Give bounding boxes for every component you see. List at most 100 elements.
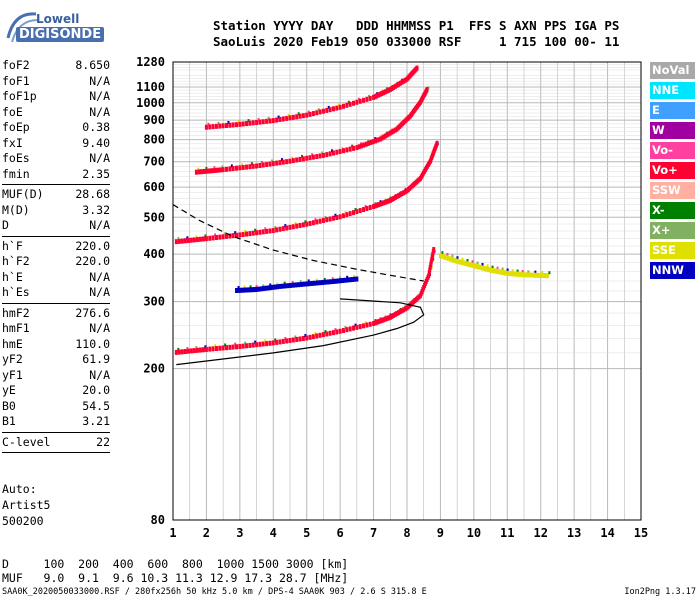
trace-point — [261, 229, 265, 235]
trace-point — [298, 336, 302, 342]
trace-point — [541, 270, 544, 274]
trace-point — [195, 237, 199, 243]
trace-point — [387, 87, 391, 93]
param-row: h`F 220.0 — [2, 239, 110, 255]
trace-point — [400, 79, 404, 85]
trace-point — [429, 262, 433, 268]
param-key: hmF1 — [2, 321, 30, 335]
trace-point — [360, 143, 364, 149]
trace-point — [174, 239, 178, 245]
param-row: B0 54.5 — [2, 399, 110, 415]
trace-point — [288, 224, 292, 230]
trace-point — [291, 224, 295, 230]
y-tick-label: 400 — [143, 247, 165, 261]
trace-point — [325, 331, 329, 337]
trace-point — [505, 270, 509, 276]
trace-point — [248, 164, 252, 170]
trace-point — [214, 123, 218, 129]
trace-point — [397, 81, 401, 87]
trace-point — [373, 203, 377, 209]
version-label: Ion2Png 1.3.17 — [624, 587, 696, 597]
trace-point — [521, 269, 524, 273]
logo-line1: Lowell — [36, 12, 80, 26]
trace-point — [335, 215, 339, 221]
trace-point — [208, 235, 212, 241]
trace-point — [248, 342, 252, 348]
trace-point — [278, 339, 282, 345]
trace-point — [189, 237, 193, 243]
trace-point — [395, 311, 399, 317]
trace-point — [485, 266, 489, 272]
y-tick-label: 80 — [151, 513, 165, 527]
trace-point — [285, 338, 289, 344]
trace-point — [253, 287, 257, 293]
distance-muf-table: D 100 200 400 600 800 1000 1500 3000 [km… — [2, 557, 348, 585]
trace-point — [248, 120, 252, 126]
trace-point — [251, 230, 255, 236]
artist-line3: 500200 — [2, 514, 44, 528]
trace-point — [352, 100, 356, 106]
param-separator — [2, 184, 110, 185]
trace-point — [338, 148, 342, 154]
trace-point — [251, 163, 255, 169]
trace-point — [271, 340, 275, 346]
trace-point — [221, 165, 224, 169]
trace-point — [534, 270, 537, 274]
trace-point — [281, 116, 285, 122]
trace-o-trace-2nd-hop — [174, 140, 439, 245]
trace-point — [308, 220, 312, 226]
trace-o-trace-1st-hop — [174, 247, 436, 355]
trace-point — [355, 324, 359, 330]
trace-point — [520, 272, 524, 278]
param-row: foF2 8.650 — [2, 58, 110, 74]
trace-point — [238, 232, 242, 238]
trace-point — [345, 147, 349, 153]
trace-point — [402, 307, 406, 313]
trace-point — [382, 134, 386, 140]
trace-point — [247, 287, 251, 293]
y-tick-label: 1280 — [136, 55, 165, 69]
trace-point — [255, 230, 259, 236]
trace-point — [334, 278, 338, 284]
trace-point — [321, 217, 325, 223]
param-row: M(D) 3.32 — [2, 203, 110, 219]
trace-point — [545, 273, 549, 279]
trace-point — [258, 119, 262, 125]
param-row: yF1 N/A — [2, 368, 110, 384]
trace-point — [244, 229, 247, 233]
trace-point — [338, 104, 342, 110]
trace-point — [301, 113, 305, 119]
trace-point — [328, 330, 332, 336]
trace-point — [375, 93, 379, 99]
trace-point — [321, 108, 325, 114]
trace-point — [244, 341, 247, 345]
trace-point — [392, 84, 396, 90]
trace-point — [365, 96, 369, 102]
trace-point — [490, 267, 494, 273]
trace-point — [388, 130, 392, 136]
trace-point — [345, 102, 349, 108]
trace-point — [254, 228, 257, 232]
trace-point — [522, 272, 526, 278]
param-key: fxI — [2, 135, 23, 150]
trace-point — [341, 103, 345, 109]
trace-point — [235, 122, 239, 128]
trace-point — [237, 287, 241, 293]
trace-point — [380, 90, 384, 96]
trace-point — [260, 161, 263, 165]
trace-point — [241, 287, 245, 293]
param-key: foF1 — [2, 73, 30, 88]
param-value: 8.650 — [75, 58, 110, 72]
trace-point — [205, 168, 209, 174]
trace-point — [372, 321, 376, 327]
legend-item-nne: NNE — [650, 82, 695, 99]
trace-point — [497, 269, 501, 275]
y-tick-label: 1000 — [136, 96, 165, 110]
trace-point — [355, 209, 359, 215]
trace-point — [230, 164, 233, 168]
trace-point — [268, 340, 272, 346]
trace-point — [276, 282, 279, 286]
trace-point — [369, 139, 373, 145]
param-key: foF1p — [2, 89, 37, 103]
x-tick-label: 4 — [270, 526, 277, 540]
